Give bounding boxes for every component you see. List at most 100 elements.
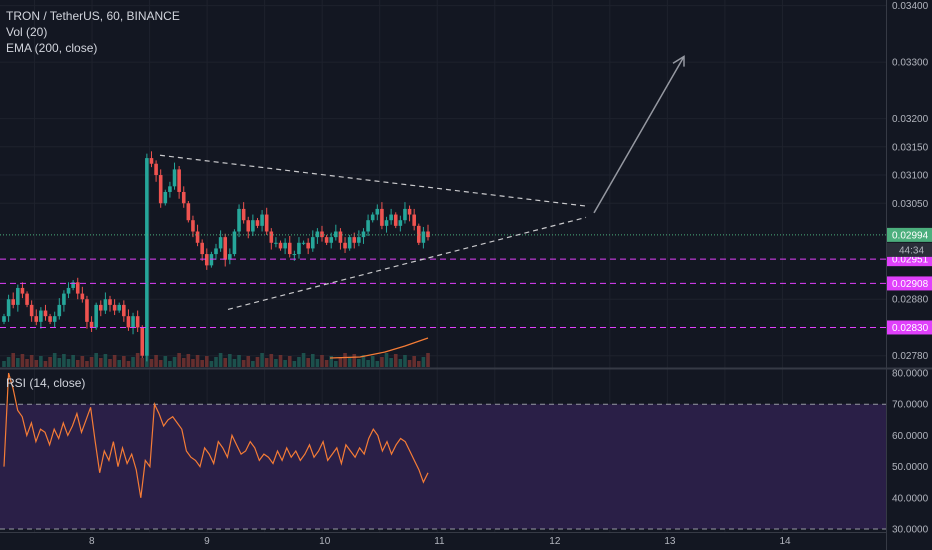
- candle: [140, 327, 145, 356]
- volume-bar: [297, 357, 301, 367]
- volume-bar: [310, 354, 315, 367]
- candle: [384, 220, 389, 226]
- volume-bar: [57, 358, 62, 367]
- volume-bar: [191, 359, 195, 367]
- candle: [352, 237, 357, 243]
- candle: [112, 304, 117, 311]
- volume-bar: [195, 355, 200, 367]
- rsi-axis-label: 40.0000: [892, 493, 929, 504]
- volume-bar: [181, 358, 186, 367]
- candle: [324, 237, 329, 243]
- candle: [181, 191, 186, 204]
- candle: [232, 231, 237, 255]
- candle: [163, 191, 168, 204]
- candle: [416, 225, 421, 243]
- rsi-band: [0, 404, 886, 529]
- volume-bar: [177, 353, 181, 367]
- level-price-tag-label: 0.02830: [892, 323, 929, 334]
- volume-bar: [168, 361, 172, 367]
- candle: [334, 231, 338, 238]
- volume-bar: [204, 356, 209, 367]
- volume-bar: [103, 354, 108, 367]
- volume-bar: [389, 358, 393, 367]
- candle: [403, 208, 407, 221]
- candle: [6, 299, 11, 317]
- volume-bar: [20, 354, 25, 367]
- volume-bar: [94, 353, 98, 367]
- candle: [407, 208, 412, 215]
- volume-bar: [306, 358, 310, 367]
- volume-bar: [149, 359, 154, 367]
- volume-bar: [25, 359, 29, 367]
- candle: [361, 231, 366, 238]
- volume-bar: [52, 353, 57, 367]
- rsi-axis-label: 70.0000: [892, 400, 929, 411]
- candle: [126, 316, 131, 328]
- candle: [375, 208, 380, 215]
- candle: [366, 220, 370, 232]
- volume-bar: [214, 357, 218, 367]
- candle: [145, 158, 149, 356]
- volume-bar: [71, 355, 75, 367]
- volume-ma-line: [329, 337, 429, 359]
- candle: [241, 208, 246, 221]
- volume-bar: [384, 353, 389, 367]
- level-price-tag-label: 0.02908: [892, 279, 929, 290]
- volume-bar: [398, 359, 403, 367]
- price-axis-label: 0.02880: [892, 295, 929, 306]
- candle: [426, 231, 430, 238]
- candle: [85, 299, 89, 322]
- volume-bar: [370, 356, 375, 367]
- volume-bar: [366, 360, 370, 367]
- candle: [255, 220, 260, 226]
- volume-bar: [416, 361, 421, 367]
- candle: [223, 237, 228, 260]
- volume-bar: [380, 357, 384, 367]
- volume-bar: [315, 359, 320, 367]
- candle: [218, 237, 223, 249]
- volume-bar: [209, 361, 214, 367]
- volume-bar: [34, 360, 39, 367]
- price-axis-label: 0.03050: [892, 199, 929, 210]
- level-price-tag-label: 0.02951: [892, 255, 929, 266]
- price-axis-label: 0.03150: [892, 142, 929, 153]
- candle: [80, 293, 85, 300]
- volume-bar: [283, 360, 287, 367]
- level-price-tag: [887, 276, 932, 291]
- candle: [48, 316, 52, 322]
- candle: [191, 220, 195, 232]
- time-axis-label: 14: [779, 536, 791, 547]
- volume-bar: [126, 361, 131, 367]
- volume-bar: [228, 354, 232, 367]
- volume-bar: [2, 361, 6, 367]
- candle: [380, 208, 384, 226]
- volume-bar: [357, 359, 361, 367]
- volume-bar: [122, 356, 126, 367]
- volume-bar: [407, 360, 412, 367]
- candle: [278, 242, 283, 249]
- candle: [25, 293, 29, 305]
- volume-bar: [223, 358, 228, 367]
- rsi-axis-label: 80.0000: [892, 369, 929, 380]
- candle: [177, 169, 181, 192]
- volume-bar: [158, 360, 163, 367]
- candle: [320, 231, 324, 238]
- volume-bar: [66, 359, 71, 367]
- volume-bar: [232, 359, 237, 367]
- last-price-tag: [887, 227, 932, 242]
- price-axis-label: 0.03300: [892, 58, 929, 69]
- volume-bar: [324, 360, 329, 367]
- time-axis-label: 12: [549, 536, 561, 547]
- candle: [347, 237, 352, 249]
- volume-indicator-label: Vol (20): [6, 25, 48, 39]
- volume-bar: [135, 353, 140, 367]
- volume-bar: [140, 358, 145, 367]
- candle: [43, 310, 48, 317]
- candle: [214, 248, 218, 255]
- candle: [108, 299, 112, 305]
- volume-bar: [287, 356, 292, 367]
- candle: [94, 304, 98, 328]
- candle: [34, 316, 39, 322]
- volume-bar: [43, 361, 48, 367]
